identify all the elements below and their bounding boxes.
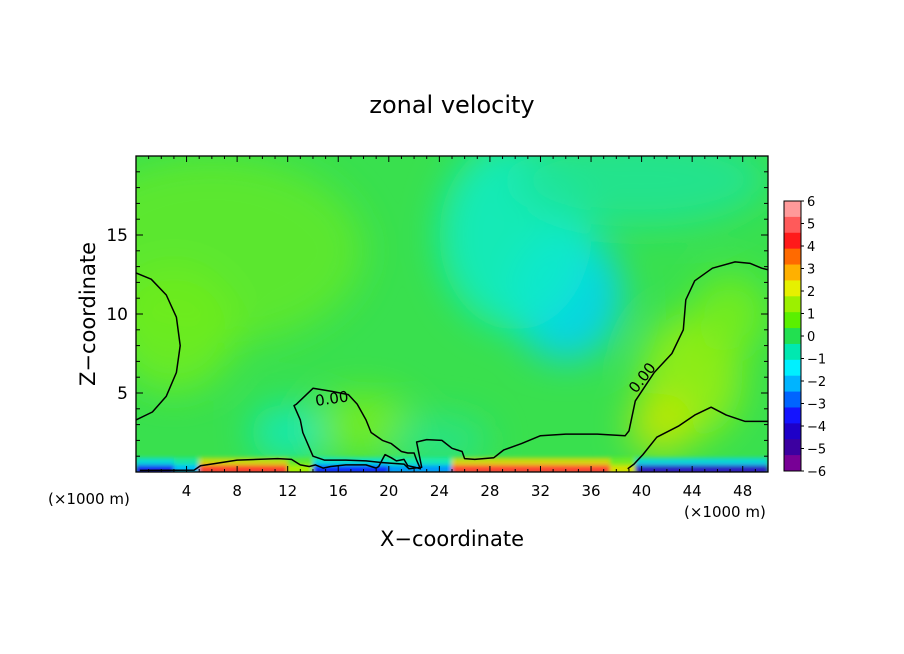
zero-contour-line [139,261,768,472]
colorbar-label: −6 [807,465,826,480]
colorbar-label: 2 [807,285,815,300]
colorbar-swatch [784,216,801,234]
colorbar-label: −4 [807,420,826,435]
x-tick-label: 20 [379,482,398,500]
colorbar-swatch [784,201,801,218]
colorbar-label: −5 [807,443,826,458]
surface-segment [610,464,636,472]
x-tick-label: 16 [329,482,348,500]
field-blob [515,156,768,228]
chart-title: zonal velocity [369,91,534,119]
y-tick-label: 10 [106,305,128,325]
x-tick-label: 4 [182,482,192,500]
surface-segment [312,464,389,472]
colorbar-swatch [784,455,801,472]
surface-halo [199,457,288,466]
field-blob [136,266,238,393]
surface-halo [610,457,636,466]
plot-area [136,156,768,472]
colorbar-label: −3 [807,398,826,413]
x-axis-label: X−coordinate [380,527,524,551]
colorbar-swatch [784,280,801,297]
colorbar-label: 4 [807,240,815,255]
surface-halo [287,457,313,466]
surface-halo [136,457,174,466]
colorbar: 6 5 4 3 2 1 0 −1 −2 −3 −4 −5 −6 [783,195,826,480]
colorbar-swatch [784,296,801,313]
x-tick-label: 8 [232,482,242,500]
colorbar-swatch [784,439,801,456]
x-tick-label: 28 [480,482,499,500]
zero-contour-line [627,406,768,470]
colorbar-swatch [784,232,801,250]
field-blob [249,404,326,461]
x-unit-right: (×1000 m) [684,503,766,521]
x-tick-label: 32 [531,482,550,500]
y-axis-label: Z−coordinate [76,242,100,386]
field-blob [628,393,693,457]
x-tick-label: 24 [430,482,449,500]
colorbar-swatch [784,343,801,361]
surface-halo [173,457,200,466]
colorbar-swatch [784,423,801,440]
surface-segment [635,464,768,472]
surface-segment [199,464,288,472]
y-tick-label: 15 [106,226,128,246]
colorbar-label: 3 [807,263,815,278]
colorbar-label: −1 [807,353,826,368]
y-tick-label: 5 [117,384,128,404]
colorbar-swatch [784,248,801,266]
surface-halo [312,457,389,466]
colorbar-label: 0 [807,330,815,345]
x-unit-left: (×1000 m) [48,490,130,508]
surface-halo [635,457,768,466]
field-blob [692,274,768,354]
colorbar-swatch [784,407,801,424]
velocity-field [136,156,768,465]
zero-contour-line [136,272,181,421]
colorbar-swatch [784,312,801,329]
colorbar-label: 1 [807,308,815,323]
colorbar-swatch [784,359,801,377]
surface-halo [452,457,610,466]
zero-contours [136,261,768,472]
x-tick-label: 36 [581,482,600,500]
x-tick-label: 48 [733,482,752,500]
x-tick-label: 12 [278,482,297,500]
surface-segment [136,464,174,472]
colorbar-label: 5 [807,218,815,233]
colorbar-label: 6 [807,195,815,210]
colorbar-swatch [784,391,801,408]
surface-segment [452,464,610,472]
colorbar-label: −2 [807,375,826,390]
x-tick-label: 40 [632,482,651,500]
colorbar-swatch [784,328,801,345]
contour-label-left: 0.00 [314,387,350,409]
surface-segment [287,464,313,472]
colorbar-swatch [784,375,801,393]
x-tick-label: 44 [683,482,702,500]
colorbar-swatch [784,264,801,281]
y-axis: 5 10 15 [106,171,768,457]
x-axis: 4 8 12 16 20 24 28 32 36 40 44 48 [148,156,756,500]
